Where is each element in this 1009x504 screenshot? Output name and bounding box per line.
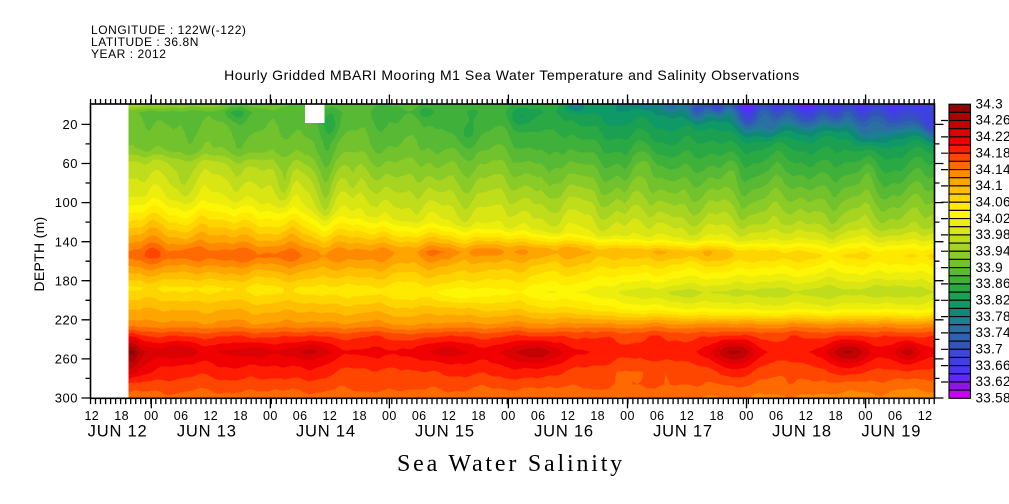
svg-text:34.14: 34.14 (976, 162, 1009, 177)
svg-text:00: 00 (858, 409, 873, 423)
svg-text:260: 260 (55, 352, 78, 367)
svg-text:12: 12 (561, 409, 576, 423)
svg-text:JUN 12: JUN 12 (88, 423, 148, 441)
svg-text:JUN 14: JUN 14 (296, 423, 356, 441)
svg-text:06: 06 (888, 409, 903, 423)
svg-text:18: 18 (709, 409, 724, 423)
svg-text:12: 12 (84, 409, 99, 423)
svg-text:12: 12 (918, 409, 933, 423)
svg-text:180: 180 (55, 273, 78, 288)
svg-text:00: 00 (263, 409, 278, 423)
svg-text:34.06: 34.06 (976, 194, 1009, 209)
svg-text:Hourly Gridded MBARI Mooring M: Hourly Gridded MBARI Mooring M1 Sea Wate… (224, 67, 800, 83)
svg-text:12: 12 (203, 409, 218, 423)
svg-text:00: 00 (501, 409, 516, 423)
svg-text:00: 00 (144, 409, 159, 423)
svg-text:18: 18 (233, 409, 248, 423)
svg-text:12: 12 (442, 409, 457, 423)
svg-text:06: 06 (531, 409, 546, 423)
svg-text:33.86: 33.86 (976, 276, 1009, 291)
svg-text:34.02: 34.02 (976, 211, 1009, 226)
svg-text:18: 18 (114, 409, 129, 423)
svg-text:34.1: 34.1 (976, 178, 1003, 193)
svg-text:06: 06 (293, 409, 308, 423)
svg-text:18: 18 (828, 409, 843, 423)
svg-text:100: 100 (55, 195, 78, 210)
svg-text:60: 60 (63, 156, 78, 171)
svg-text:34.26: 34.26 (976, 113, 1009, 128)
svg-text:20: 20 (63, 117, 78, 132)
svg-text:06: 06 (174, 409, 189, 423)
svg-text:33.74: 33.74 (976, 325, 1009, 340)
svg-text:JUN 19: JUN 19 (861, 423, 921, 441)
svg-text:34.18: 34.18 (976, 145, 1009, 160)
svg-text:33.62: 33.62 (976, 374, 1009, 389)
svg-text:18: 18 (590, 409, 605, 423)
svg-text:34.3: 34.3 (976, 96, 1003, 111)
svg-text:33.58: 33.58 (976, 391, 1009, 406)
svg-text:34.22: 34.22 (976, 129, 1009, 144)
svg-text:300: 300 (55, 391, 78, 406)
svg-text:JUN 16: JUN 16 (534, 423, 594, 441)
svg-text:00: 00 (620, 409, 635, 423)
svg-text:33.78: 33.78 (976, 309, 1009, 324)
svg-text:12: 12 (799, 409, 814, 423)
svg-text:Sea Water Salinity: Sea Water Salinity (397, 451, 625, 477)
svg-text:LATITUDE : 36.8N: LATITUDE : 36.8N (91, 35, 199, 49)
svg-text:33.94: 33.94 (976, 243, 1009, 258)
svg-text:33.7: 33.7 (976, 342, 1003, 357)
svg-text:33.9: 33.9 (976, 260, 1003, 275)
svg-text:DEPTH (m): DEPTH (m) (31, 216, 47, 291)
svg-text:JUN 17: JUN 17 (653, 423, 713, 441)
svg-text:JUN 15: JUN 15 (415, 423, 475, 441)
svg-text:33.98: 33.98 (976, 227, 1009, 242)
svg-text:06: 06 (650, 409, 665, 423)
svg-text:220: 220 (55, 312, 78, 327)
svg-text:33.82: 33.82 (976, 293, 1009, 308)
svg-text:LONGITUDE : 122W(-122): LONGITUDE : 122W(-122) (91, 23, 246, 37)
svg-text:12: 12 (323, 409, 338, 423)
svg-text:00: 00 (382, 409, 397, 423)
svg-text:18: 18 (471, 409, 486, 423)
svg-text:12: 12 (680, 409, 695, 423)
svg-text:140: 140 (55, 234, 78, 249)
svg-text:YEAR : 2012: YEAR : 2012 (91, 47, 166, 61)
svg-text:JUN 13: JUN 13 (177, 423, 237, 441)
svg-text:33.66: 33.66 (976, 358, 1009, 373)
svg-text:06: 06 (769, 409, 784, 423)
svg-text:00: 00 (739, 409, 754, 423)
svg-text:JUN 18: JUN 18 (772, 423, 832, 441)
svg-text:18: 18 (352, 409, 367, 423)
svg-text:06: 06 (412, 409, 427, 423)
